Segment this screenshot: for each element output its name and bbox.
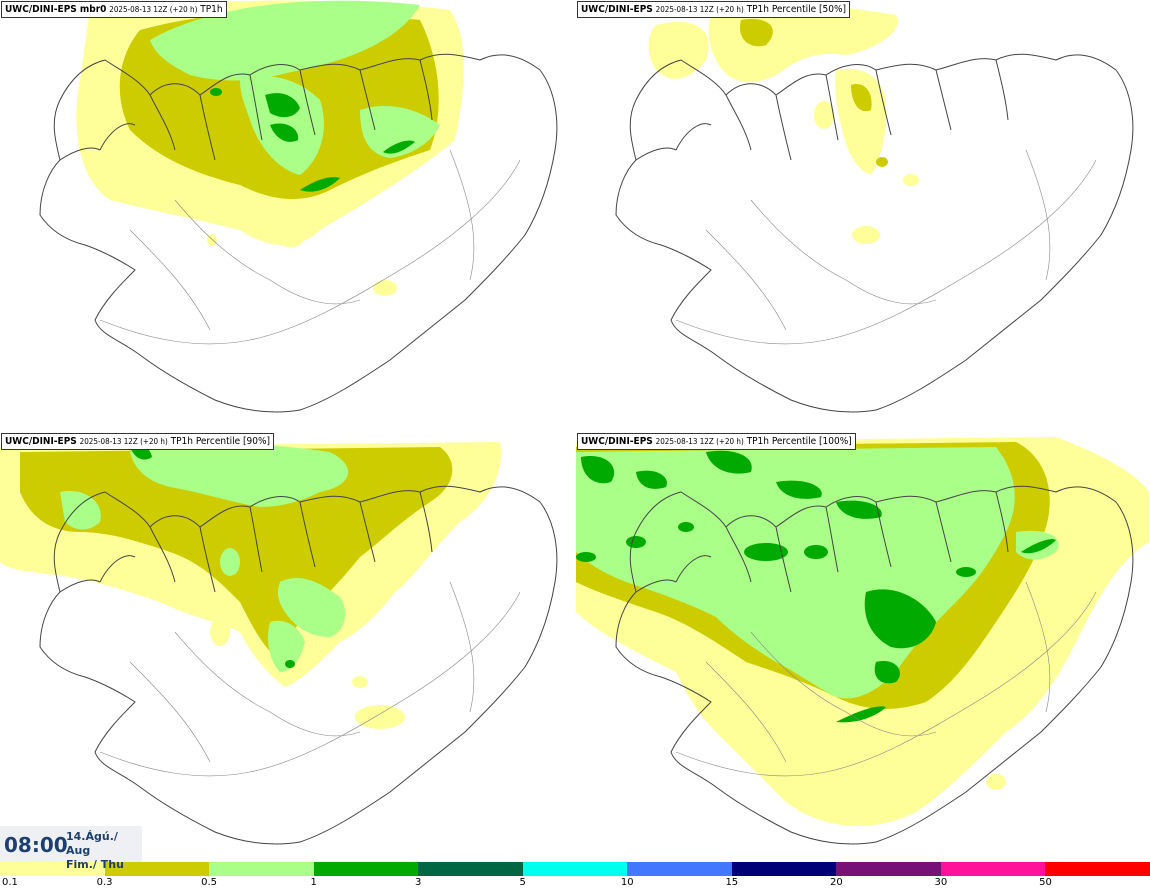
iceland-coastline	[39, 53, 558, 413]
legend-color-bar	[0, 862, 1150, 876]
model-name: UWC/DINI-EPS	[581, 436, 653, 447]
legend-tick-label: 30	[934, 877, 948, 888]
precip-fill-green	[210, 88, 415, 192]
panel-title: UWC/DINI-EPS 2025-08-13 12Z (+20 h) TP1h…	[577, 1, 851, 18]
legend-swatch	[418, 862, 523, 876]
valid-date-line2: Fim./ Thu	[66, 858, 124, 871]
map-panel-p100: UWC/DINI-EPS 2025-08-13 12Z (+20 h) TP1h…	[576, 432, 1149, 862]
road-network	[99, 149, 521, 345]
iceland-coastline	[615, 485, 1134, 845]
legend-swatch	[0, 862, 105, 876]
legend-swatch	[731, 862, 837, 876]
legend-swatch	[313, 862, 419, 876]
run-time: 2025-08-13 12Z (+20 h)	[655, 5, 744, 14]
legend-swatch	[209, 862, 314, 876]
iceland-coastline	[39, 485, 558, 845]
panel-title: UWC/DINI-EPS 2025-08-13 12Z (+20 h) TP1h…	[577, 433, 856, 450]
legend-swatch	[940, 862, 1046, 876]
run-time: 2025-08-13 12Z (+20 h)	[655, 437, 744, 446]
run-time: 2025-08-13 12Z (+20 h)	[79, 437, 168, 446]
legend-tick-label: 50	[1039, 877, 1052, 888]
product-name: TP1h Percentile [100%]	[746, 436, 852, 447]
iceland-coastline	[615, 53, 1134, 413]
precip-fill-olive	[740, 19, 888, 167]
model-name: UWC/DINI-EPS	[581, 4, 653, 15]
map-panel-mbr0: UWC/DINI-EPS mbr0 2025-08-13 12Z (+20 h)…	[0, 0, 573, 430]
map-panel-p50: UWC/DINI-EPS 2025-08-13 12Z (+20 h) TP1h…	[576, 0, 1149, 430]
precip-legend: 0.1 0.3 0.5 1 3 5 10 15 20 30 50	[0, 862, 1150, 891]
map-panel-p90: UWC/DINI-EPS 2025-08-13 12Z (+20 h) TP1h…	[0, 432, 573, 862]
road-network	[675, 581, 1097, 777]
run-time: 2025-08-13 12Z (+20 h)	[109, 5, 198, 14]
precip-map	[576, 437, 1149, 845]
legend-tick-label: 10	[620, 877, 634, 888]
precip-map	[615, 3, 1134, 413]
legend-tick-label: 1	[310, 877, 317, 888]
valid-date-line1: 14.Ágú./ Aug	[66, 830, 118, 857]
legend-tick-label: 0.1	[2, 877, 18, 888]
legend-swatch	[1045, 862, 1150, 876]
legend-tick-label: 0.5	[201, 877, 218, 888]
legend-swatch	[836, 862, 941, 876]
product-name: TP1h	[200, 4, 223, 15]
legend-tick-label: 0.3	[96, 877, 113, 888]
precip-fill-light	[648, 3, 919, 244]
legend-tick-label: 15	[725, 877, 739, 888]
legend-swatch	[104, 862, 210, 876]
product-name: TP1h Percentile [50%]	[746, 4, 847, 15]
model-name: UWC/DINI-EPS	[5, 436, 77, 447]
panel-title: UWC/DINI-EPS mbr0 2025-08-13 12Z (+20 h)…	[1, 1, 227, 18]
legend-tick-label: 5	[519, 877, 526, 888]
road-network	[675, 149, 1097, 345]
legend-tick-label: 3	[414, 877, 422, 888]
legend-swatch	[627, 862, 732, 876]
product-name: TP1h Percentile [90%]	[170, 436, 271, 447]
panel-title: UWC/DINI-EPS 2025-08-13 12Z (+20 h) TP1h…	[1, 433, 275, 450]
precip-fill-green	[576, 450, 1056, 723]
precip-map	[0, 442, 558, 845]
model-name: UWC/DINI-EPS mbr0	[5, 4, 107, 15]
legend-swatch	[522, 862, 628, 876]
valid-time: 08:00	[4, 833, 68, 857]
precip-map	[39, 0, 558, 413]
valid-date: 14.Ágú./ Aug Fim./ Thu	[66, 830, 142, 872]
valid-time-box: 08:00 14.Ágú./ Aug Fim./ Thu	[0, 826, 142, 871]
road-network	[99, 581, 521, 777]
precip-fill-light-green	[60, 442, 349, 672]
legend-tick-label: 20	[829, 877, 843, 888]
